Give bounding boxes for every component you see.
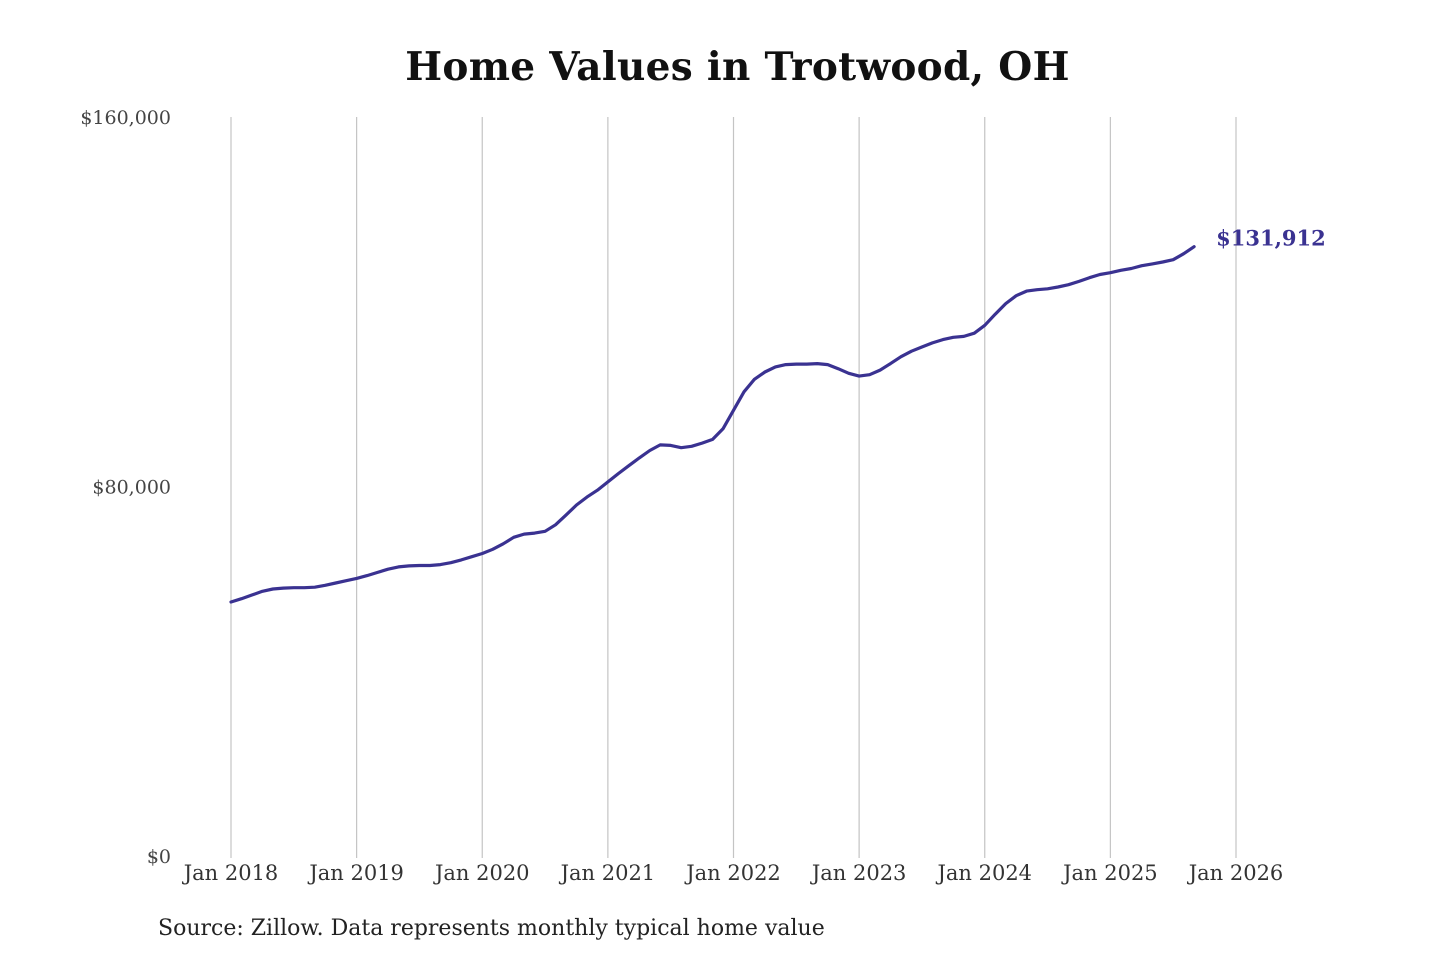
source-note: Source: Zillow. Data represents monthly … xyxy=(158,916,825,941)
x-tick-label: Jan 2022 xyxy=(684,861,781,885)
x-tick-label: Jan 2020 xyxy=(433,861,530,885)
home-value-line xyxy=(229,245,1196,604)
y-tick-label: $160,000 xyxy=(80,107,171,129)
y-axis-tick-labels: $0 $80,000 $160,000 xyxy=(80,107,171,868)
x-tick-label: Jan 2025 xyxy=(1061,861,1158,885)
x-tick-label: Jan 2023 xyxy=(810,861,907,885)
x-tick-label: Jan 2024 xyxy=(935,861,1032,885)
end-value-labels: $131,912 xyxy=(1216,226,1326,251)
chart-title: Home Values in Trotwood, OH xyxy=(405,44,1070,90)
series-lines xyxy=(229,245,1196,604)
x-tick-label: Jan 2021 xyxy=(559,861,656,885)
x-tick-label: Jan 2019 xyxy=(307,861,404,885)
y-tick-label: $0 xyxy=(147,846,171,868)
y-tick-label: $80,000 xyxy=(92,477,171,499)
x-axis-tick-labels: Jan 2018 Jan 2019 Jan 2020 Jan 2021 Jan 2022… xyxy=(182,861,1284,885)
end-value-label: $131,912 xyxy=(1216,226,1326,251)
x-tick-label: Jan 2018 xyxy=(182,861,279,885)
vertical-gridlines xyxy=(230,117,1237,858)
x-tick-label: Jan 2026 xyxy=(1187,861,1284,885)
